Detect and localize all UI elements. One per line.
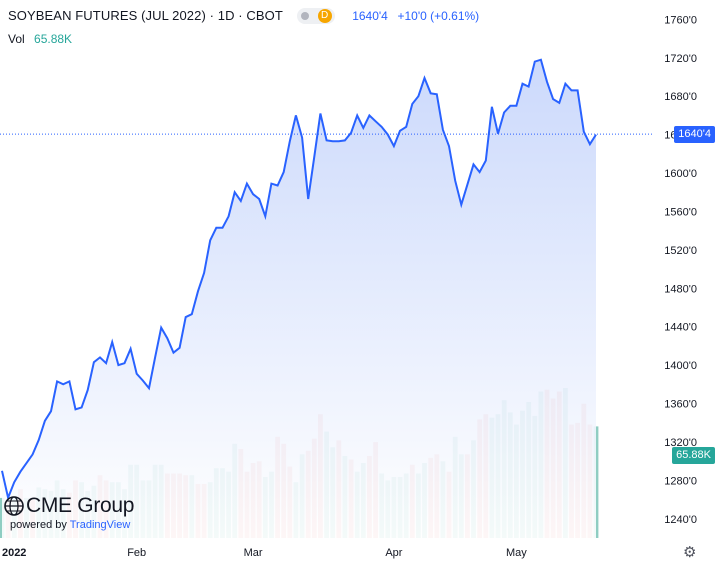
y-tick-label: 1440'0: [664, 322, 697, 334]
symbol-title[interactable]: SOYBEAN FUTURES (JUL 2022) · 1D · CBOT: [8, 8, 283, 23]
y-tick-label: 1760'0: [664, 14, 697, 26]
x-tick-label: 2022: [2, 547, 26, 559]
y-tick-label: 1400'0: [664, 360, 697, 372]
volume-legend-value: 65.88K: [34, 32, 73, 46]
y-tick-label: 1680'0: [664, 91, 697, 103]
powered-by-label: powered by: [10, 519, 67, 531]
price-change-label: +10'0 (+0.61%): [397, 9, 480, 23]
y-tick-label: 1600'0: [664, 168, 697, 180]
status-dot-icon: [300, 11, 309, 20]
last-price-label: 1640'4: [352, 9, 388, 23]
x-tick-label: May: [506, 547, 527, 559]
cme-group-logo[interactable]: CME Group powered by TradingView: [4, 494, 154, 538]
x-axis[interactable]: 2022 Feb Mar Apr May: [2, 547, 527, 559]
chart-legend-header: SOYBEAN FUTURES (JUL 2022) · 1D · CBOT D…: [8, 7, 480, 25]
cme-globe-icon: [4, 496, 24, 516]
y-tick-label: 1480'0: [664, 283, 697, 295]
cme-logo-text: CME Group: [26, 494, 135, 517]
y-tick-label: 1280'0: [664, 475, 697, 487]
x-tick-label: Mar: [244, 547, 263, 559]
tradingview-link[interactable]: TradingView: [69, 519, 131, 531]
powered-by-text: powered by TradingView: [10, 519, 130, 531]
y-tick-label: 1720'0: [664, 53, 697, 65]
y-tick-label: 1560'0: [664, 207, 697, 219]
price-line: [1, 58, 597, 502]
y-tick-label: 1320'0: [664, 437, 697, 449]
volume-legend-label: Vol: [8, 32, 25, 46]
x-tick-label: Apr: [385, 547, 402, 559]
y-tick-label: 1360'0: [664, 399, 697, 411]
delayed-badge: D: [317, 8, 332, 23]
x-tick-label: Feb: [127, 547, 146, 559]
gear-icon[interactable]: ⚙: [683, 544, 697, 561]
price-area-fill: [2, 59, 596, 538]
market-status-pill[interactable]: D: [296, 7, 335, 24]
volume-axis-badge: 65.88K: [672, 447, 715, 464]
price-axis-badge: 1640'4: [674, 125, 715, 143]
volume-legend: Vol 65.88K: [8, 32, 72, 46]
y-tick-label: 1520'0: [664, 245, 697, 257]
y-tick-label: 1240'0: [664, 514, 697, 526]
